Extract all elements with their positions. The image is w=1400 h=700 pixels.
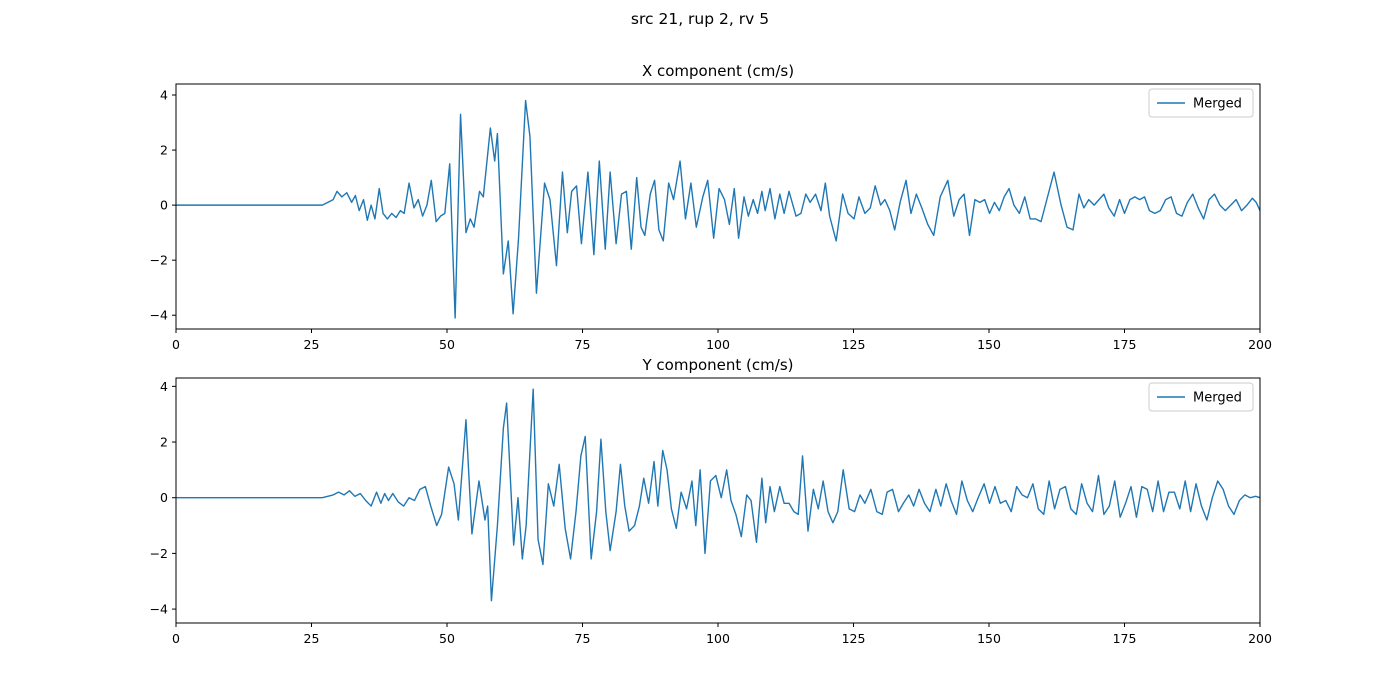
x-ytick-label: −2	[150, 253, 168, 268]
x-xtick-label: 50	[439, 337, 455, 352]
y-xtick-label: 175	[1113, 631, 1137, 646]
x-component-panel: X component (cm/s) 0 25 50 75 100 125 150 175 200…	[150, 62, 1272, 352]
x-xtick-label: 25	[304, 337, 320, 352]
x-ytick-label: −4	[150, 308, 168, 323]
x-xtick-label: 100	[706, 337, 730, 352]
x-legend-label: Merged	[1193, 97, 1242, 112]
y-ytick-label: 0	[160, 490, 168, 505]
y-component-panel: Y component (cm/s) 0 25 50 75 100 125 150 175 200…	[150, 356, 1272, 646]
x-ytick-label: 2	[160, 143, 168, 158]
y-axes-frame	[175, 377, 1261, 624]
y-ytick-label: 2	[160, 435, 168, 450]
y-xtick-label: 50	[439, 631, 455, 646]
y-ytick-label: −2	[150, 546, 168, 561]
x-xtick-label: 0	[172, 337, 180, 352]
y-ytick-label: 4	[160, 379, 168, 394]
figure-title: src 21, rup 2, rv 5	[630, 10, 770, 28]
x-xtick-label: 150	[977, 337, 1001, 352]
y-panel-title: Y component (cm/s)	[642, 356, 794, 374]
x-legend: Merged	[1148, 88, 1254, 118]
x-legend-box	[1148, 88, 1254, 118]
y-series-line-merged	[176, 388, 1261, 602]
y-xtick-label: 125	[842, 631, 866, 646]
y-xtick-label: 0	[172, 631, 180, 646]
y-xtick-label: 25	[304, 631, 320, 646]
x-series-line-merged	[176, 99, 1261, 319]
x-xtick-label: 200	[1248, 337, 1272, 352]
x-ytick-label: 4	[160, 88, 168, 103]
y-legend-box	[1148, 382, 1254, 412]
y-legend-label: Merged	[1193, 391, 1242, 406]
y-xtick-label: 75	[575, 631, 591, 646]
y-ytick-label: −4	[150, 602, 168, 617]
y-xtick-label: 200	[1248, 631, 1272, 646]
x-xtick-label: 175	[1113, 337, 1137, 352]
x-ytick-label: 0	[160, 198, 168, 213]
y-xtick-label: 100	[706, 631, 730, 646]
x-panel-title: X component (cm/s)	[642, 62, 794, 80]
x-xtick-label: 125	[842, 337, 866, 352]
y-legend: Merged	[1148, 382, 1254, 412]
y-xtick-label: 150	[977, 631, 1001, 646]
x-axes-frame	[175, 83, 1261, 330]
x-xtick-label: 75	[575, 337, 591, 352]
